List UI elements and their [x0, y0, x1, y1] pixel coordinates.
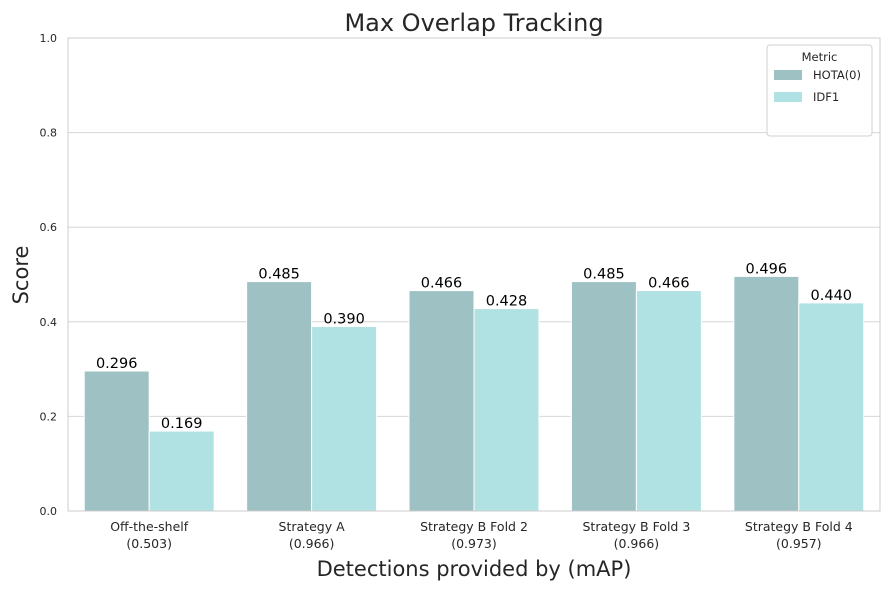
y-tick-label: 1.0: [40, 32, 58, 45]
bar-hota-0-4: [733, 275, 800, 512]
value-label: 0.169: [161, 416, 203, 432]
y-tick-label: 0.4: [40, 316, 58, 329]
x-axis-title: Detections provided by (mAP): [317, 557, 632, 581]
x-tick-sublabel: (0.957): [776, 536, 822, 551]
legend: Metric HOTA(0) IDF1: [766, 44, 873, 137]
chart-title: Max Overlap Tracking: [344, 9, 603, 37]
y-tick-label: 0.8: [40, 127, 58, 140]
legend-label: IDF1: [813, 90, 839, 104]
value-label: 0.390: [323, 312, 365, 328]
bar-idf1-1: [311, 326, 378, 512]
x-tick-sublabel: (0.966): [614, 536, 660, 551]
x-tick-label: Strategy B Fold 4: [745, 519, 853, 534]
legend-label: HOTA(0): [813, 68, 861, 82]
value-label: 0.466: [421, 276, 463, 292]
x-tick-label: Strategy B Fold 2: [420, 519, 528, 534]
y-tick-label: 0.6: [40, 221, 58, 234]
x-tick-label: Off-the-shelf: [110, 519, 189, 534]
value-label: 0.496: [746, 261, 788, 277]
y-tick-label: 0.2: [40, 410, 58, 423]
value-label: 0.296: [96, 356, 138, 372]
x-tick-label: Strategy A: [279, 519, 346, 534]
bar-hota-0-3: [570, 281, 637, 512]
x-tick-sublabel: (0.503): [126, 536, 172, 551]
value-label: 0.466: [648, 276, 690, 292]
legend-box: [766, 44, 873, 137]
y-tick-label: 0.0: [40, 505, 58, 518]
legend-title: Metric: [802, 50, 838, 64]
bars: [83, 275, 865, 512]
legend-swatch: [774, 70, 802, 80]
x-tick-sublabel: (0.973): [451, 536, 497, 551]
legend-swatch: [774, 92, 802, 102]
bar-hota-0-2: [408, 290, 475, 512]
value-label: 0.485: [258, 267, 300, 283]
x-tick-labels: Off-the-shelf (0.503) Strategy A (0.966) Str…: [110, 519, 853, 551]
plot-frame: [67, 37, 881, 512]
value-label: 0.428: [486, 294, 528, 310]
x-tick-sublabel: (0.966): [289, 536, 335, 551]
bar-idf1-0: [148, 430, 215, 512]
x-tick-label: Strategy B Fold 3: [582, 519, 690, 534]
value-labels: 0.296 0.169 0.485 0.390 0.466 0.428 0.485 0.466…: [96, 261, 852, 432]
bar-hota-0-0: [83, 370, 150, 512]
bar-idf1-4: [798, 302, 865, 512]
bar-idf1-2: [473, 308, 540, 512]
bar-idf1-3: [635, 290, 702, 512]
y-axis-title: Score: [9, 246, 33, 305]
value-label: 0.485: [583, 267, 625, 283]
y-tick-labels: 0.0 0.2 0.4 0.6 0.8 1.0: [40, 32, 58, 518]
bar-hota-0-1: [246, 281, 313, 512]
value-label: 0.440: [811, 288, 853, 304]
